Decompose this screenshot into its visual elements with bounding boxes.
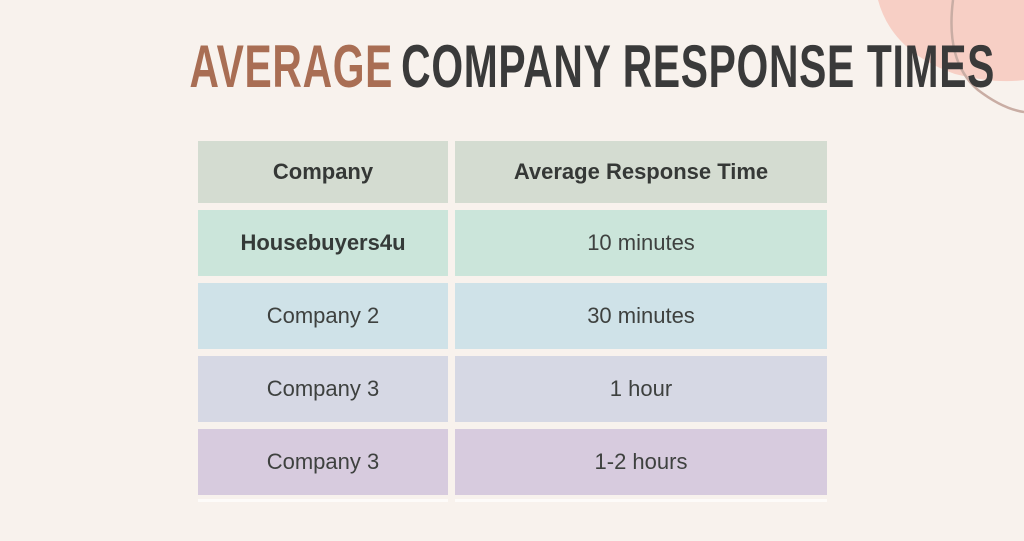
cutoff-row-sliver-right (455, 499, 827, 502)
title-accent-text: AVERAGE (189, 33, 394, 100)
title-rest-text: COMPANY RESPONSE TIMES (401, 33, 995, 100)
table-row-company-cell: Housebuyers4u (198, 210, 448, 276)
title-area: AVERAGE COMPANY RESPONSE TIMES (0, 36, 1024, 98)
table-row-company-cell: Company 2 (198, 283, 448, 349)
column-header-response-time: Average Response Time (455, 141, 827, 203)
table-row-company-cell: Company 3 (198, 356, 448, 422)
page-title: AVERAGE COMPANY RESPONSE TIMES (190, 36, 995, 98)
table-row-time-cell: 10 minutes (455, 210, 827, 276)
table-row-time-cell: 1 hour (455, 356, 827, 422)
column-header-company: Company (198, 141, 448, 203)
table-row-time-cell: 30 minutes (455, 283, 827, 349)
cutoff-row-sliver-left (198, 499, 448, 502)
table-row-time-cell: 1-2 hours (455, 429, 827, 495)
table-row-company-cell: Company 3 (198, 429, 448, 495)
response-times-table: Company Average Response Time Housebuyer… (198, 141, 827, 495)
